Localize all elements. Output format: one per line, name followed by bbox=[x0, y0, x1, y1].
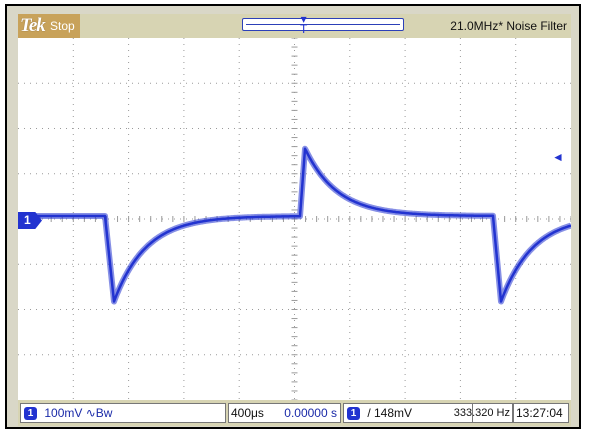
graticule[interactable] bbox=[18, 38, 571, 400]
trigger-source-badge: 1 bbox=[347, 407, 360, 421]
trigger-level: / 148mV bbox=[367, 406, 413, 420]
bandwidth-filter-label[interactable]: 21.0MHz* Noise Filter bbox=[450, 19, 567, 33]
readout-bar: 1 100mV ∿Bw 400μs 0.00000 s 1 / 148mV 33… bbox=[18, 400, 571, 426]
timebase: 400μs bbox=[231, 406, 264, 420]
horizontal-position: 0.00000 s bbox=[284, 406, 337, 420]
trigger-readout[interactable]: 1 / 148mV bbox=[343, 403, 473, 423]
channel-1-readout[interactable]: 1 100mV ∿Bw bbox=[20, 403, 226, 423]
clock: 13:27:04 bbox=[513, 403, 569, 423]
waveform-display bbox=[18, 38, 571, 400]
acquisition-state[interactable]: Stop bbox=[50, 19, 75, 33]
status-bar: Tek Stop 21.0MHz* Noise Filter bbox=[18, 14, 571, 38]
channel-1-badge: 1 bbox=[24, 407, 37, 421]
trigger-frequency: 333.320 Hz bbox=[454, 403, 513, 423]
horizontal-readout[interactable]: 400μs 0.00000 s bbox=[228, 403, 341, 423]
waveform-trace bbox=[18, 147, 571, 303]
trigger-level-icon[interactable]: ◄ bbox=[552, 150, 564, 164]
channel-1-marker[interactable]: 1 bbox=[18, 212, 42, 229]
brand-badge bbox=[18, 14, 80, 38]
trigger-position-icon[interactable]: ▾ T bbox=[300, 12, 308, 36]
vertical-scale: 100mV ∿Bw bbox=[44, 406, 113, 420]
record-length-bar[interactable] bbox=[242, 18, 404, 31]
brand-logo: Tek bbox=[20, 15, 46, 36]
